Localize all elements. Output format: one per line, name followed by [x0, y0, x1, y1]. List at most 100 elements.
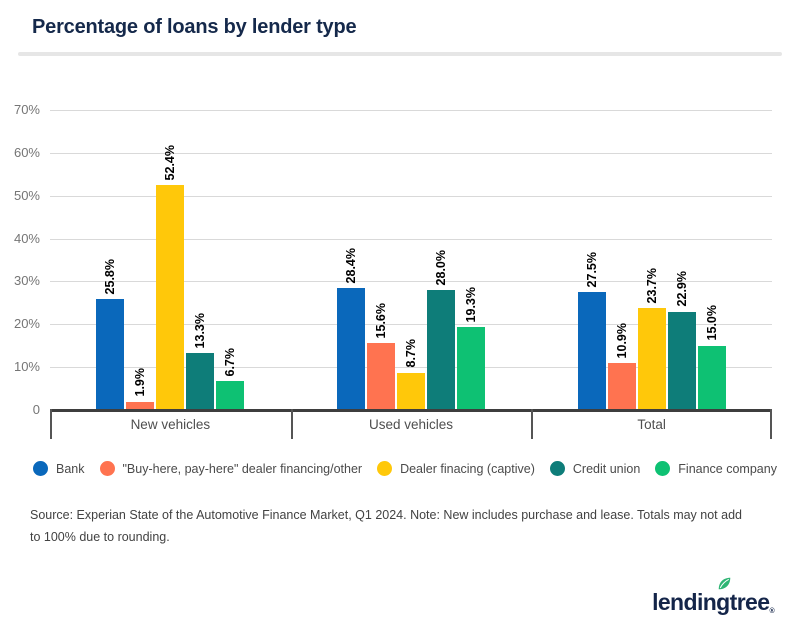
x-axis-tick — [770, 409, 772, 439]
bar-value-label: 15.0% — [704, 305, 719, 341]
lendingtree-logo: lendingtree® — [652, 577, 775, 616]
y-axis-label: 70% — [13, 102, 40, 117]
y-axis-label: 60% — [13, 144, 40, 160]
legend-label: Credit union — [572, 461, 641, 476]
grid-line — [50, 195, 772, 197]
bar-column: 25.8% — [96, 110, 125, 410]
bar — [607, 363, 636, 410]
y-axis-label: 10% — [13, 359, 40, 375]
bar-column: 8.7% — [397, 110, 425, 410]
bar-value-label: 15.6% — [374, 302, 388, 339]
legend: Bank "Buy-here, pay-here" dealer financin… — [33, 461, 777, 476]
grid-line — [50, 110, 772, 111]
bar-value-label: 52.4% — [163, 144, 178, 181]
source-note: Source: Experian State of the Automotive… — [30, 508, 742, 544]
plot-area: 25.8% 1.9% 52.4% 13.3% 6.7% 28.4% 15.6% 8.7% 28.… — [50, 110, 772, 410]
grid-line — [50, 367, 772, 369]
legend-swatch — [377, 461, 393, 476]
logo-text: lendingtree — [652, 589, 770, 615]
bar — [96, 299, 125, 410]
bar-column: 6.7% — [216, 110, 245, 410]
title-divider — [18, 52, 782, 56]
y-axis-label: 0 — [32, 402, 40, 417]
y-axis-label: 50% — [13, 187, 40, 203]
bar — [337, 288, 365, 410]
legend-label: Bank — [56, 461, 85, 476]
bar — [367, 343, 395, 410]
x-category-label: Total — [637, 417, 666, 432]
legend-label: Dealer finacing (captive) — [400, 461, 535, 476]
x-axis-ticks — [50, 409, 772, 439]
x-category-label: New vehicles — [130, 417, 211, 432]
legend-swatch — [33, 461, 48, 476]
bar — [216, 381, 245, 410]
bar-group: 25.8% 1.9% 52.4% 13.3% 6.7% — [50, 110, 291, 410]
legend-swatch — [655, 461, 671, 476]
bar — [637, 308, 666, 410]
bar-value-label: 28.4% — [344, 247, 358, 284]
bar-column: 27.5% — [577, 110, 606, 410]
bar-column: 1.9% — [126, 110, 155, 410]
logo-wordmark: lendingtree® — [652, 577, 775, 616]
bar — [667, 311, 696, 410]
bar-value-label: 28.0% — [434, 249, 448, 285]
legend-item: Dealer finacing (captive) — [377, 461, 535, 476]
grid-line — [50, 324, 772, 326]
bar-column: 10.9% — [607, 110, 636, 410]
x-axis-categories: New vehicles Used vehicles Total — [50, 417, 772, 432]
bar-column: 13.3% — [186, 110, 215, 410]
bar-column: 15.0% — [697, 110, 726, 410]
bar-column: 15.6% — [367, 110, 395, 410]
legend-item: Bank — [33, 461, 85, 476]
x-category-label: Used vehicles — [368, 417, 454, 432]
legend-label: Finance company — [678, 461, 777, 476]
legend-item: "Buy-here, pay-here" dealer financing/ot… — [99, 461, 363, 476]
bar-column: 52.4% — [156, 110, 185, 410]
bar — [397, 372, 425, 410]
bar-value-label: 22.9% — [674, 271, 689, 307]
y-axis: 0 10% 20% 30% 40% 50% 60% 70% — [0, 102, 44, 417]
bar-column: 22.9% — [667, 110, 696, 410]
leaf-icon — [718, 577, 731, 590]
bar-column: 28.4% — [337, 110, 365, 410]
bar-value-label: 10.9% — [614, 322, 629, 359]
x-axis-tick — [290, 409, 293, 439]
bar — [186, 353, 215, 410]
bar — [126, 401, 155, 410]
legend-item: Finance company — [655, 461, 777, 476]
bar — [427, 290, 455, 410]
bar-group: 28.4% 15.6% 8.7% 28.0% 19.3% — [291, 110, 532, 410]
bar — [697, 345, 726, 410]
bar-value-label: 13.3% — [193, 312, 208, 348]
y-axis-label: 30% — [13, 273, 40, 289]
bar-column: 19.3% — [457, 110, 485, 410]
bar-group: 27.5% 10.9% 23.7% 22.9% 15.0% — [531, 110, 772, 410]
grid-line — [50, 238, 772, 240]
bar — [156, 185, 185, 410]
bar-column: 28.0% — [427, 110, 455, 410]
chart-title: Percentage of loans by lender type — [32, 16, 357, 38]
legend-swatch — [99, 461, 115, 476]
x-axis-line — [50, 409, 772, 412]
registered-mark: ® — [769, 608, 774, 615]
bar — [577, 292, 606, 410]
x-axis-tick — [50, 409, 52, 439]
bar-value-label: 25.8% — [103, 258, 118, 295]
bar-value-label: 6.7% — [223, 347, 238, 377]
y-axis-label: 40% — [13, 230, 40, 246]
bar-value-label: 1.9% — [133, 368, 148, 397]
bar-column: 23.7% — [637, 110, 666, 410]
bar-groups: 25.8% 1.9% 52.4% 13.3% 6.7% 28.4% 15.6% 8.7% 28.… — [50, 110, 772, 410]
bar-value-label: 27.5% — [584, 251, 599, 288]
grid-line — [50, 152, 772, 154]
y-axis-label: 20% — [13, 316, 40, 332]
legend-item: Credit union — [549, 461, 641, 476]
bar — [457, 327, 485, 410]
bar-value-label: 23.7% — [644, 267, 659, 304]
bar-value-label: 8.7% — [404, 339, 418, 368]
legend-label: "Buy-here, pay-here" dealer financing/ot… — [122, 461, 363, 476]
grid-line — [50, 281, 772, 283]
legend-swatch — [549, 461, 565, 476]
bar-value-label: 19.3% — [464, 286, 478, 323]
